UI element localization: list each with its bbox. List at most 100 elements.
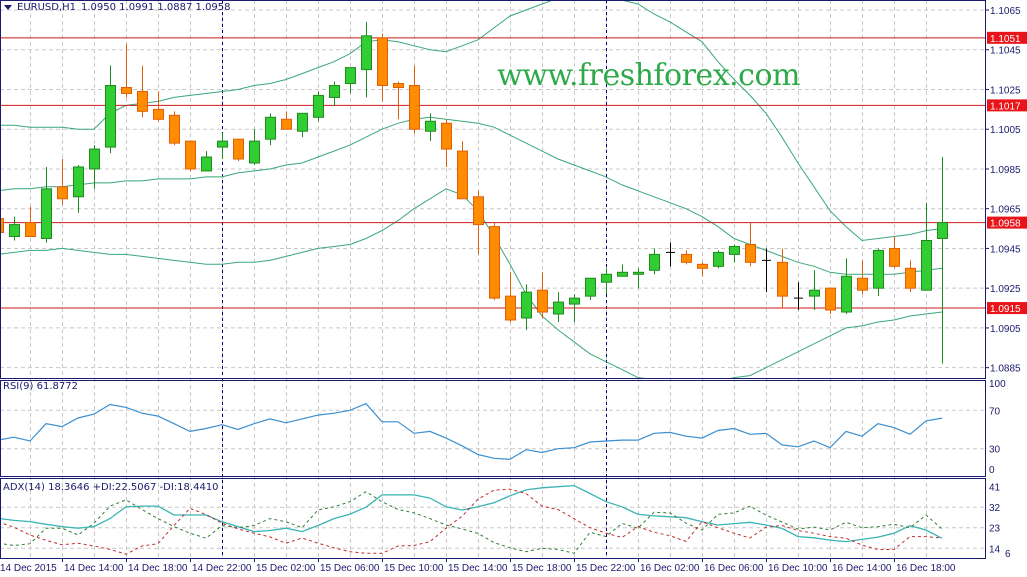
candle-bear bbox=[409, 85, 420, 130]
candle-bull bbox=[921, 239, 932, 291]
candle-bull bbox=[345, 67, 356, 85]
price-tick-label: 1.0905 bbox=[990, 324, 1021, 335]
candle-bull bbox=[313, 94, 324, 118]
candle-bear bbox=[25, 222, 36, 238]
candle-bear bbox=[233, 138, 244, 160]
candle-bear bbox=[185, 140, 196, 170]
rsi-tick-label: 70 bbox=[989, 406, 1001, 417]
time-tick-label: 16 Dec 10:00 bbox=[768, 563, 828, 574]
candle-bull bbox=[553, 301, 564, 315]
panel-frame bbox=[0, 0, 986, 379]
candle-bear bbox=[537, 289, 548, 313]
candle-bull bbox=[9, 224, 20, 238]
ohlc-readout: 1.0950 1.0991 1.0887 1.0958 bbox=[81, 2, 231, 13]
symbol-label: EURUSD,H1 bbox=[17, 2, 77, 13]
candle-bull bbox=[617, 271, 628, 277]
candle-bear bbox=[441, 122, 452, 150]
candle-bull bbox=[521, 291, 532, 319]
candle-bull bbox=[809, 289, 820, 297]
panel-frame bbox=[0, 380, 986, 477]
candle-bull bbox=[841, 275, 852, 313]
level-price-badge bbox=[987, 302, 1027, 315]
price-tick-label: 1.0945 bbox=[990, 244, 1021, 255]
candle-bull bbox=[569, 297, 580, 305]
candle-bull bbox=[601, 273, 612, 283]
time-tick-label: 14 Dec 18:00 bbox=[128, 563, 188, 574]
candle-bear bbox=[121, 86, 132, 94]
candle-bull bbox=[425, 120, 436, 132]
candle-bull bbox=[361, 35, 372, 71]
watermark-logo: www.freshforex.com bbox=[497, 58, 800, 93]
candle-bear bbox=[681, 253, 692, 263]
candle-bear bbox=[697, 263, 708, 269]
candle-bear bbox=[889, 247, 900, 267]
panel-frames bbox=[0, 0, 986, 559]
candle-bear bbox=[777, 261, 788, 297]
time-tick-label: 15 Dec 06:00 bbox=[320, 563, 380, 574]
plus-di-line bbox=[0, 491, 943, 554]
price-tick-label: 1.0965 bbox=[990, 205, 1021, 216]
candle-bear bbox=[137, 90, 148, 112]
candle-bear bbox=[457, 150, 468, 200]
time-tick-label: 14 Dec 2015 bbox=[0, 563, 57, 574]
time-tick-label: 15 Dec 18:00 bbox=[512, 563, 572, 574]
candle-bear bbox=[825, 287, 836, 311]
candle-bull bbox=[201, 156, 212, 172]
panel-frame bbox=[0, 478, 986, 559]
price-tick-label: 1.1025 bbox=[990, 85, 1021, 96]
candle-bear bbox=[745, 243, 756, 263]
candle-bear bbox=[169, 114, 180, 144]
candle-bear bbox=[57, 186, 68, 200]
time-tick-label: 15 Dec 14:00 bbox=[448, 563, 508, 574]
adx-label: ADX(14) 18.3646 +DI:22.5067 -DI:18.4410 bbox=[3, 482, 219, 493]
candle-bear bbox=[489, 226, 500, 299]
axes: 1.1065 1.1045 1.1025 1.1005 1.0985 1.0965 1.09… bbox=[0, 6, 1027, 574]
level-price-badge bbox=[987, 216, 1027, 229]
candle-bull bbox=[729, 245, 740, 255]
bollinger-middle-band bbox=[0, 116, 943, 275]
time-tick-label: 16 Dec 02:00 bbox=[640, 563, 700, 574]
candle-bear bbox=[377, 37, 388, 87]
candle-bull bbox=[937, 222, 948, 240]
rsi-tick-label: 30 bbox=[989, 445, 1001, 456]
rsi-line bbox=[0, 402, 943, 460]
candle-bear bbox=[473, 196, 484, 226]
candle-bull bbox=[217, 140, 228, 148]
price-panel bbox=[0, 0, 985, 378]
price-tick-label: 1.1005 bbox=[990, 125, 1021, 136]
time-tick-label: 14 Dec 14:00 bbox=[64, 563, 124, 574]
price-tick-label: 1.0925 bbox=[990, 284, 1021, 295]
bollinger-lower-band bbox=[0, 188, 943, 378]
candle-bull bbox=[713, 251, 724, 267]
bollinger-upper-band bbox=[0, 0, 943, 242]
triangle-down-icon[interactable] bbox=[4, 5, 12, 10]
rsi-label: RSI(9) 61.8772 bbox=[3, 381, 78, 392]
adx-tick-label: 32 bbox=[989, 503, 1001, 514]
adx-panel bbox=[0, 484, 943, 555]
adx-tick-label: 6 bbox=[1005, 549, 1011, 560]
candle-bull bbox=[41, 188, 52, 240]
price-tick-label: 1.0885 bbox=[990, 364, 1021, 375]
candle-bull bbox=[105, 85, 116, 148]
time-tick-label: 16 Dec 14:00 bbox=[832, 563, 892, 574]
candle-bull bbox=[89, 148, 100, 170]
candle-bear bbox=[505, 295, 516, 321]
level-price-label: 1.1017 bbox=[990, 101, 1021, 112]
rsi-tick-label: 0 bbox=[989, 465, 995, 476]
adx-tick-label: 14 bbox=[989, 544, 1001, 555]
time-tick-label: 15 Dec 22:00 bbox=[576, 563, 636, 574]
time-tick-label: 16 Dec 18:00 bbox=[896, 563, 956, 574]
candle-bear bbox=[857, 277, 868, 291]
candle-bear bbox=[905, 267, 916, 289]
candle-bear bbox=[281, 118, 292, 130]
level-price-label: 1.1051 bbox=[990, 34, 1021, 45]
candle-bull bbox=[297, 112, 308, 132]
time-tick-label: 15 Dec 02:00 bbox=[256, 563, 316, 574]
level-price-label: 1.0915 bbox=[990, 304, 1021, 315]
price-tick-label: 1.1045 bbox=[990, 46, 1021, 57]
time-tick-label: 15 Dec 10:00 bbox=[384, 563, 444, 574]
time-tick-label: 16 Dec 06:00 bbox=[704, 563, 764, 574]
adx-tick-label: 41 bbox=[989, 483, 1001, 494]
candle-bear bbox=[153, 108, 164, 120]
